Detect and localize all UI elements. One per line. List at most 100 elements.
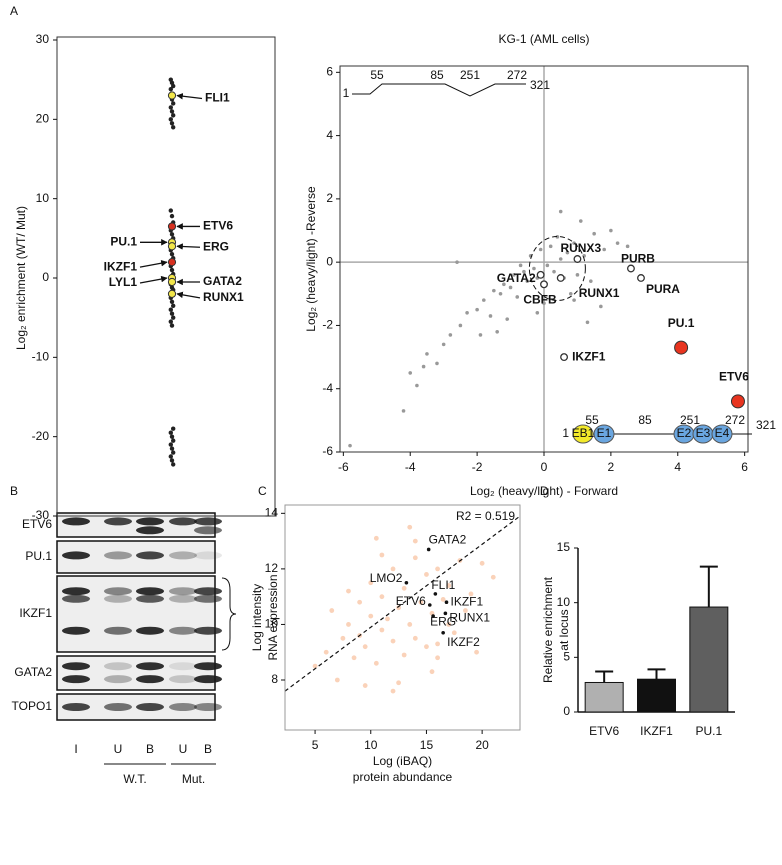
point bbox=[390, 688, 396, 694]
point bbox=[169, 109, 175, 114]
lane-label: U bbox=[114, 742, 123, 756]
blot-band bbox=[136, 662, 164, 671]
blot-band bbox=[136, 517, 164, 526]
point bbox=[552, 269, 556, 274]
point bbox=[379, 594, 385, 600]
y-tick-label: -30 bbox=[32, 508, 50, 522]
point-label: ETV6 bbox=[396, 594, 426, 608]
point bbox=[446, 622, 452, 627]
point bbox=[558, 257, 563, 261]
blot-band bbox=[104, 675, 132, 684]
group-label: Mut. bbox=[182, 772, 205, 786]
blot-band bbox=[62, 703, 90, 711]
blot-band bbox=[194, 526, 222, 535]
x-tick-label: PU.1 bbox=[695, 724, 722, 738]
blot-band bbox=[194, 594, 222, 603]
point bbox=[168, 430, 173, 435]
y-tick-label: -2 bbox=[322, 318, 333, 332]
point bbox=[463, 608, 468, 613]
highlighted-point bbox=[536, 270, 545, 279]
y-tick-label: 8 bbox=[271, 672, 278, 686]
point bbox=[412, 555, 418, 561]
point bbox=[169, 213, 175, 219]
point-label: ETV6 bbox=[203, 219, 233, 233]
point bbox=[373, 535, 379, 541]
highlighted-point bbox=[167, 222, 177, 231]
point bbox=[589, 279, 593, 283]
blot-row-label: TOPO1 bbox=[12, 699, 53, 713]
point bbox=[575, 273, 580, 277]
point bbox=[502, 282, 506, 287]
point bbox=[169, 323, 175, 328]
point bbox=[168, 319, 173, 324]
domain-position: 1 bbox=[562, 426, 569, 440]
point bbox=[168, 117, 173, 122]
point-label: GATA2 bbox=[203, 274, 242, 288]
blot-band bbox=[194, 662, 222, 671]
bar bbox=[584, 681, 624, 713]
x-tick-label: 2 bbox=[608, 460, 615, 474]
point bbox=[340, 635, 346, 641]
point bbox=[329, 608, 335, 613]
point bbox=[435, 641, 440, 647]
lane-label: U bbox=[179, 742, 188, 756]
group-label: W.T. bbox=[123, 772, 146, 786]
label-arrow bbox=[176, 243, 201, 250]
domain-label: EB1 bbox=[572, 426, 595, 440]
point bbox=[545, 263, 550, 268]
domain bbox=[572, 424, 594, 444]
point-label: CBFB bbox=[523, 292, 557, 306]
domain bbox=[711, 424, 733, 444]
blot-band bbox=[136, 626, 164, 635]
point-label: IKZF1 bbox=[450, 594, 483, 608]
point bbox=[169, 121, 175, 126]
point bbox=[465, 310, 469, 315]
x-tick-label: 5 bbox=[312, 738, 319, 752]
y-tick-label: 6 bbox=[326, 64, 333, 78]
y-axis-label: Log intensity bbox=[250, 584, 264, 651]
point bbox=[346, 622, 351, 627]
highlighted-point bbox=[167, 242, 177, 251]
panel-label: B bbox=[10, 484, 18, 498]
blot-band bbox=[194, 626, 222, 635]
point bbox=[171, 83, 176, 89]
label-arrow bbox=[139, 260, 168, 268]
blot-band bbox=[136, 587, 164, 596]
point bbox=[401, 652, 407, 658]
y-tick-label: 12 bbox=[265, 561, 279, 575]
point bbox=[518, 263, 523, 268]
x-tick-label: IKZF1 bbox=[640, 724, 673, 738]
y-tick-label: 4 bbox=[326, 128, 333, 142]
point bbox=[418, 599, 424, 605]
point bbox=[508, 285, 513, 290]
point bbox=[555, 235, 560, 239]
domain-position: 251 bbox=[460, 68, 480, 82]
x-tick-label: ETV6 bbox=[589, 724, 619, 738]
blot-band bbox=[104, 551, 132, 560]
point bbox=[168, 307, 173, 312]
point bbox=[578, 219, 583, 223]
point bbox=[401, 409, 406, 413]
point-label: RUNX3 bbox=[560, 241, 601, 255]
point bbox=[515, 295, 520, 299]
highlighted-point bbox=[167, 289, 177, 298]
blot-band bbox=[104, 662, 132, 671]
blot-panel bbox=[56, 655, 216, 691]
blot-band bbox=[169, 662, 197, 671]
blot-panel bbox=[56, 575, 216, 653]
bar bbox=[637, 678, 676, 713]
brace bbox=[221, 577, 237, 651]
blot-band bbox=[62, 662, 90, 671]
point bbox=[168, 454, 173, 459]
point bbox=[525, 279, 530, 283]
point bbox=[625, 244, 630, 249]
blot-band bbox=[194, 587, 222, 596]
point-label: IKZF2 bbox=[447, 635, 480, 649]
point bbox=[357, 599, 363, 605]
point bbox=[171, 450, 176, 455]
point bbox=[424, 572, 429, 577]
blot-row-label: IKZF1 bbox=[19, 606, 52, 620]
point bbox=[446, 583, 452, 588]
